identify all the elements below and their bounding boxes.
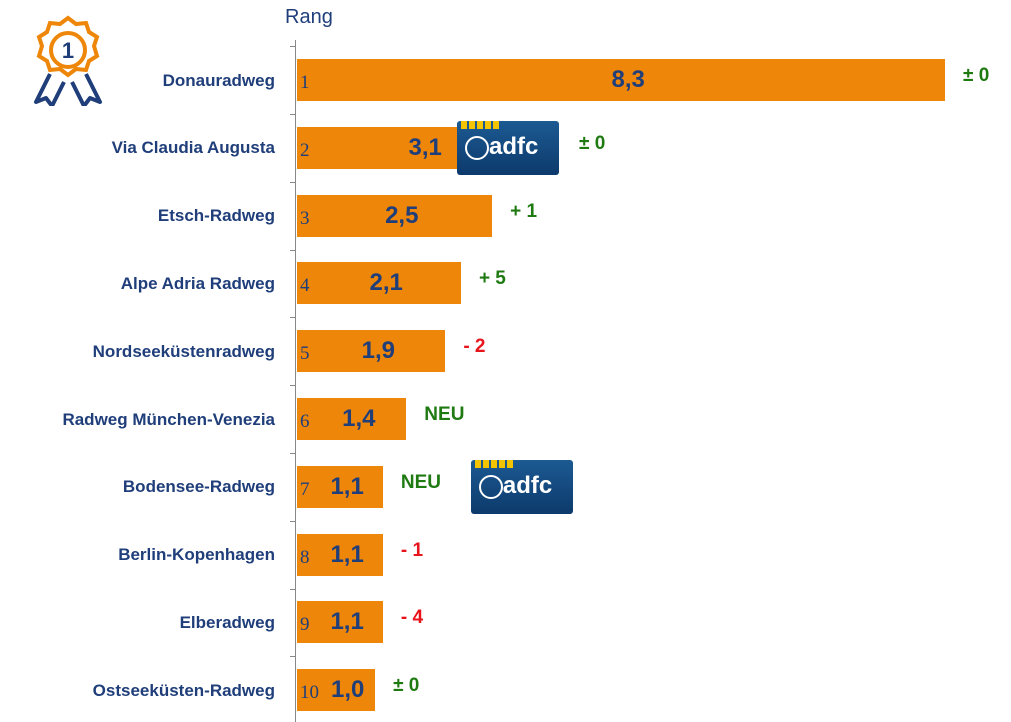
value-label: 1,0 (331, 676, 365, 704)
tick (290, 249, 296, 251)
category-label: Elberadweg (179, 612, 275, 632)
category-label: Nordseeküstenradweg (92, 341, 275, 361)
rank-label: 8 (300, 546, 310, 568)
tick (290, 46, 296, 48)
badge-stars (461, 120, 502, 129)
change-label: NEU (424, 404, 465, 425)
value-label: 1,4 (342, 405, 376, 432)
badge-logo (478, 474, 503, 499)
badge-logo (465, 135, 490, 160)
rank-label: 10 (300, 682, 319, 704)
tick (290, 656, 296, 658)
rank-label: 4 (300, 275, 310, 297)
bar (297, 533, 383, 576)
change-label: + 1 (510, 200, 538, 222)
change-label: - 1 (400, 539, 424, 561)
tick (290, 588, 296, 590)
change-label: ± 0 (963, 65, 990, 86)
change-label: + 5 (478, 268, 506, 290)
bar (297, 601, 383, 644)
medal: 1 (34, 15, 102, 106)
badge-text: adfc (502, 471, 553, 499)
bar (297, 262, 461, 305)
value-label: 3,1 (408, 133, 442, 161)
axis-title: Rang (285, 6, 333, 28)
value-label: 1,1 (330, 472, 364, 500)
tick (290, 452, 296, 454)
bar (297, 398, 407, 440)
value-label: 1,9 (361, 337, 396, 365)
bar (297, 465, 383, 508)
axis-line (295, 40, 296, 722)
value-label: 2,5 (385, 201, 419, 229)
category-label: Etsch-Radweg (157, 206, 275, 226)
category-label: Ostseeküsten-Radweg (92, 680, 275, 700)
bar (297, 669, 376, 712)
change-label: - 4 (400, 607, 424, 629)
badge-text: adfc (489, 132, 539, 160)
value-label: 2,1 (369, 269, 403, 297)
rank-label: 2 (300, 139, 310, 161)
tick (290, 385, 296, 387)
value-label: 8,3 (611, 66, 645, 93)
rank-label: 9 (300, 614, 310, 636)
category-label: Alpe Adria Radweg (120, 273, 275, 293)
rank-label: 6 (300, 411, 310, 432)
change-label: ± 0 (393, 675, 420, 697)
category-label: Donauradweg (162, 70, 275, 90)
tick (290, 181, 296, 183)
value-label: 1,1 (330, 540, 364, 568)
rank-label: 3 (300, 207, 310, 229)
tick (290, 317, 296, 319)
badge-stars (474, 459, 515, 468)
change-label: NEU (400, 471, 441, 493)
value-label: 1,1 (330, 608, 364, 636)
category-label: Bodensee-Radweg (122, 477, 275, 497)
change-label: ± 0 (579, 132, 606, 154)
rank-label: 5 (300, 343, 310, 365)
category-label: Berlin-Kopenhagen (118, 545, 275, 565)
rank-label: 7 (300, 478, 310, 500)
category-label: Via Claudia Augusta (111, 138, 275, 158)
bar (297, 194, 493, 237)
change-label: - 2 (463, 336, 486, 358)
bar (297, 330, 446, 373)
category-label: Radweg München-Venezia (62, 409, 275, 429)
medal-number: 1 (62, 38, 74, 63)
bar (297, 59, 945, 101)
rank-label: 1 (300, 72, 310, 93)
tick (290, 113, 296, 115)
tick (290, 520, 296, 522)
